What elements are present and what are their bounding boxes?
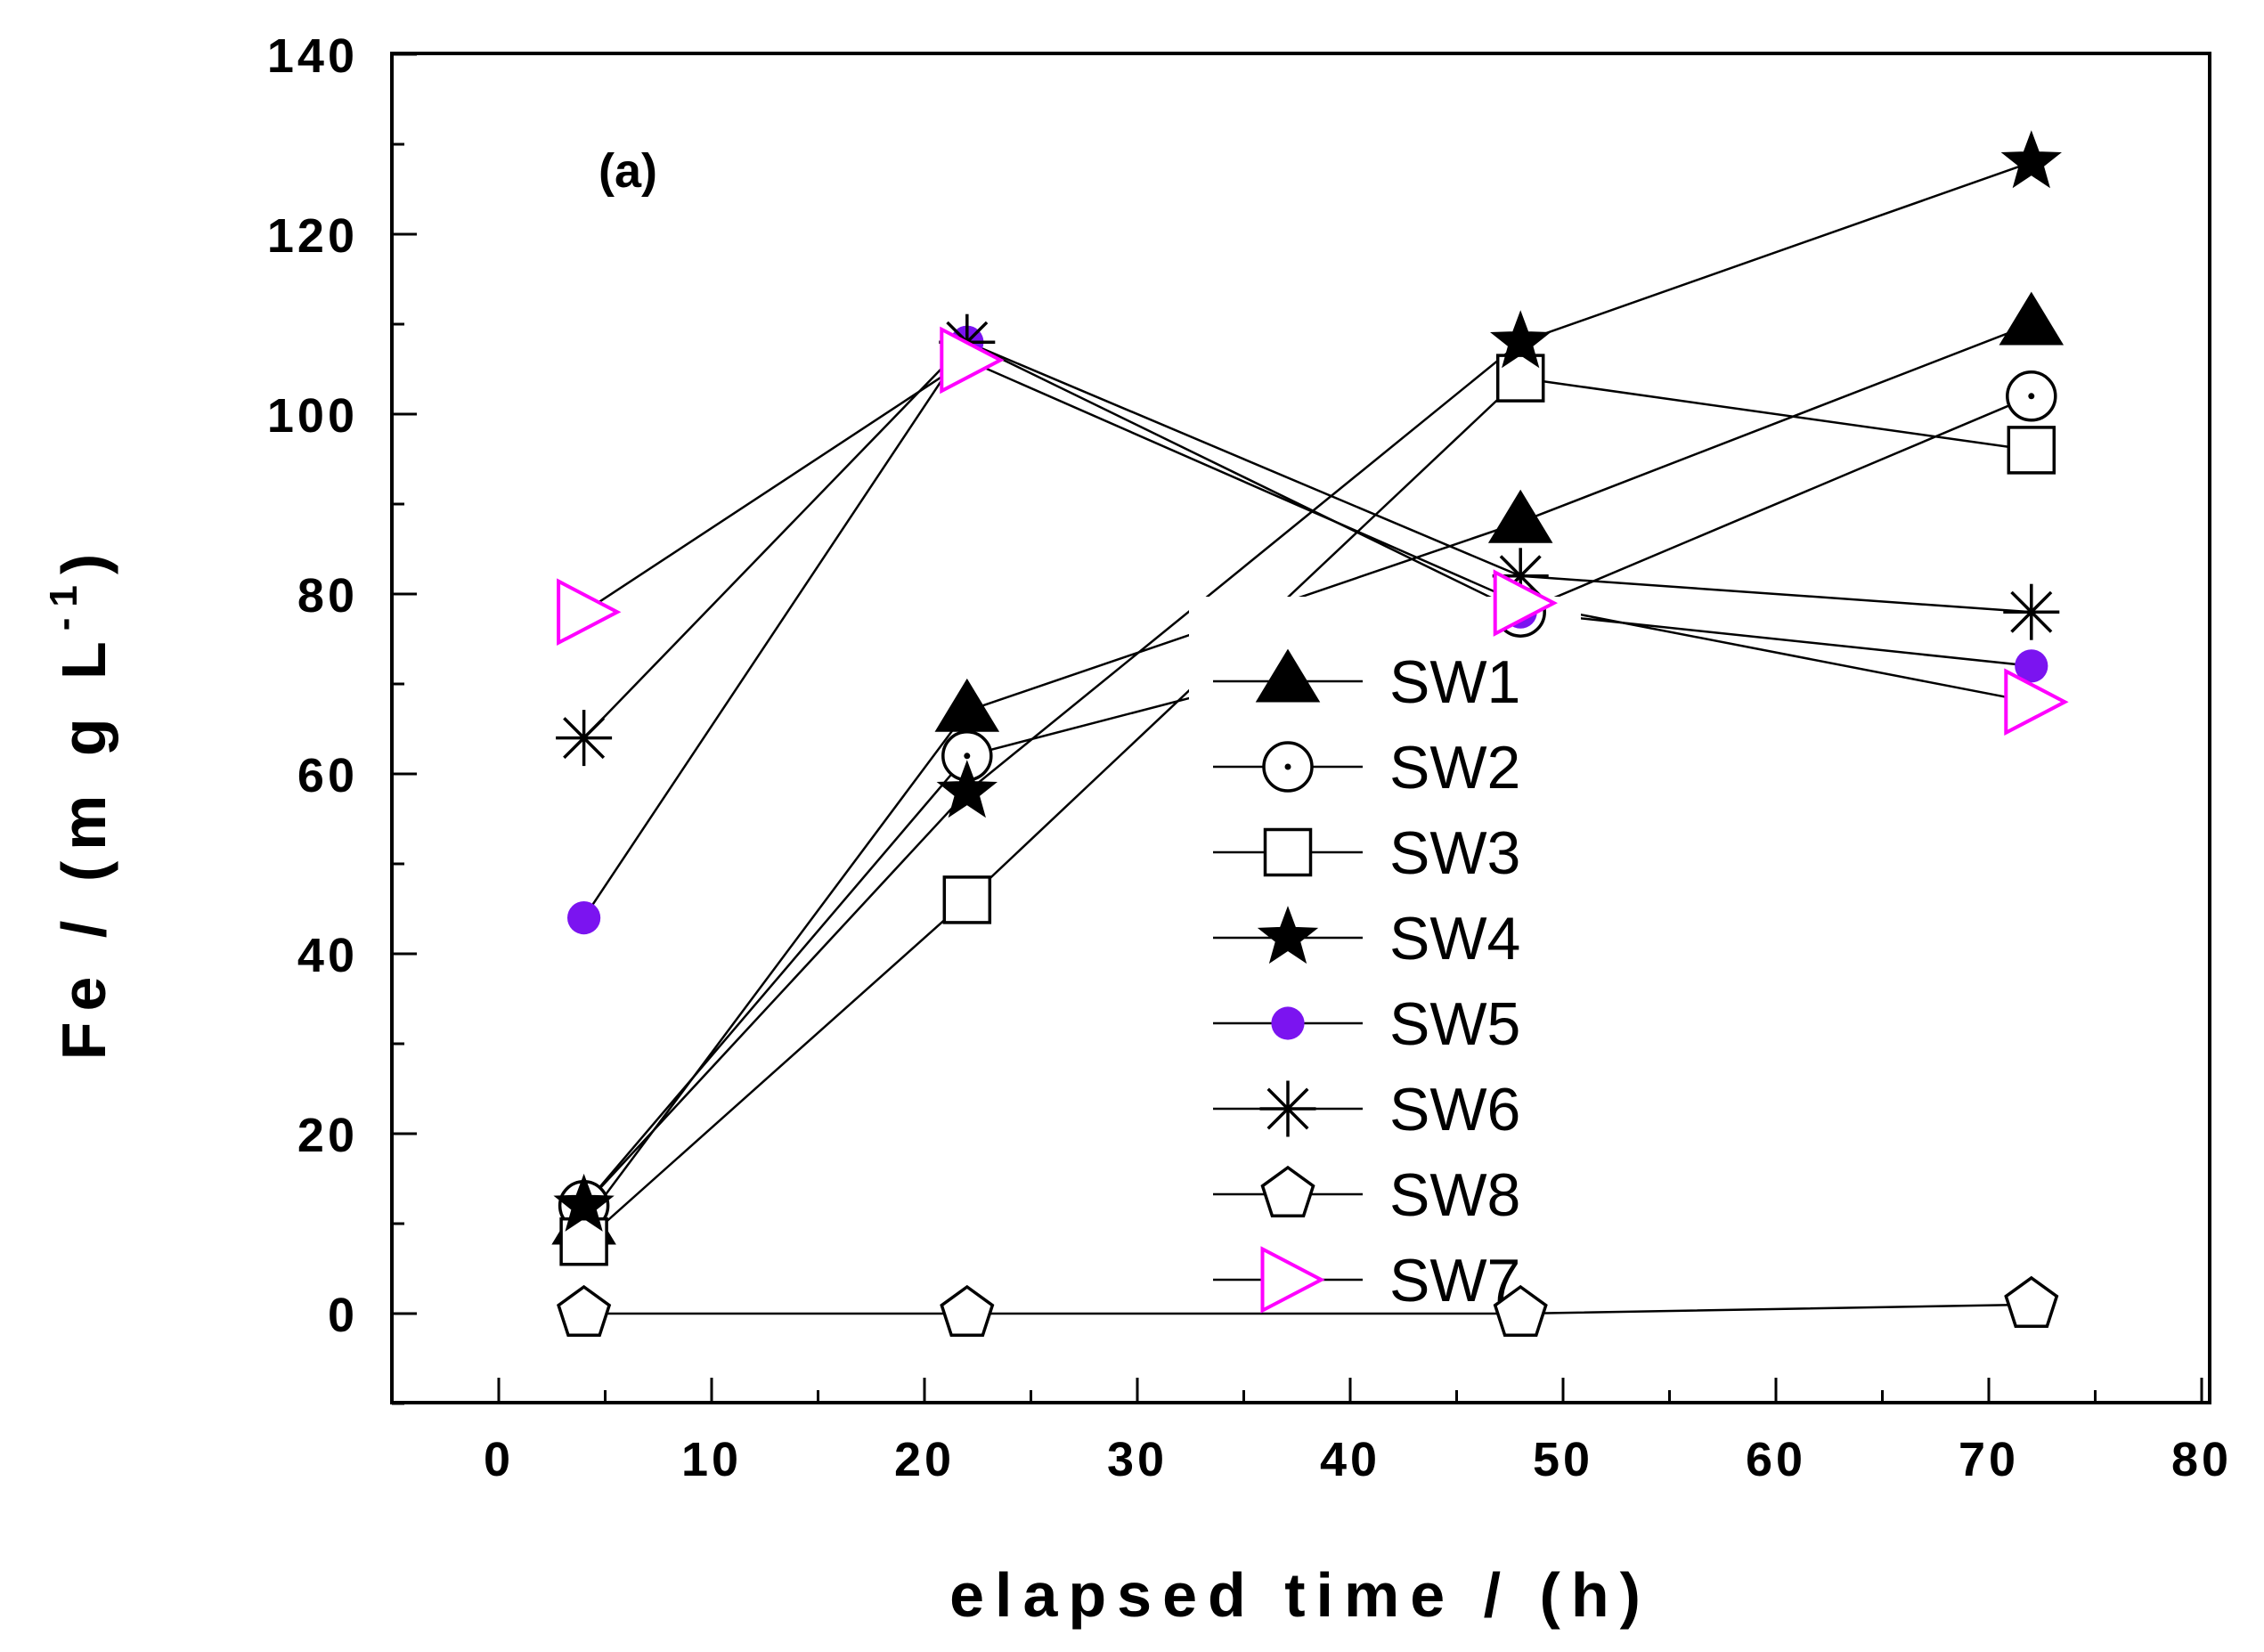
data-point-sw7 xyxy=(1493,569,1559,637)
legend-marker-sw8 xyxy=(1260,1165,1315,1218)
series-line-sw8 xyxy=(583,1303,2032,1315)
data-point-sw7 xyxy=(557,578,622,647)
x-tick-label: 20 xyxy=(894,1433,955,1486)
x-tick-label: 80 xyxy=(2171,1433,2232,1486)
data-point-sw1 xyxy=(1999,291,2064,346)
legend: SW1 SW2 SW3 SW4 SW5 SW6 SW8 SW7 xyxy=(1213,648,1520,1314)
y-axis-title-exponent: -1 xyxy=(42,574,86,631)
legend-label: SW6 xyxy=(1389,1076,1520,1143)
legend-label: SW8 xyxy=(1389,1161,1520,1229)
x-tick-label: 10 xyxy=(681,1433,742,1486)
data-point-sw2 xyxy=(2006,370,2057,422)
legend-item-sw4: SW4 xyxy=(1213,905,1520,972)
series-line-sw6 xyxy=(582,340,2032,739)
legend-marker-sw7 xyxy=(1260,1246,1325,1314)
data-point-sw6 xyxy=(556,710,613,767)
data-point-sw8 xyxy=(940,1284,995,1338)
legend-item-sw2: SW2 xyxy=(1213,734,1520,802)
y-tick-label: 0 xyxy=(328,1289,358,1342)
panel-label: (a) xyxy=(599,144,657,198)
legend-item-sw8: SW8 xyxy=(1213,1161,1520,1229)
data-point-sw8 xyxy=(557,1284,612,1338)
legend-marker-sw2 xyxy=(1262,741,1314,793)
legend-item-sw1: SW1 xyxy=(1213,648,1520,716)
data-point-sw4 xyxy=(1490,310,1551,369)
legend-item-sw3: SW3 xyxy=(1213,819,1520,887)
svg-text:Fe / (m g L-1): Fe / (m g L-1) xyxy=(42,543,118,1060)
data-point-sw8 xyxy=(1493,1284,1548,1338)
y-tick-label: 40 xyxy=(297,929,358,982)
y-axis-title-main: Fe / (m g L xyxy=(49,631,118,1060)
legend-label: SW4 xyxy=(1389,905,1520,972)
x-tick-label: 40 xyxy=(1320,1433,1380,1486)
y-tick-label: 60 xyxy=(297,749,358,802)
legend-label: SW7 xyxy=(1389,1247,1520,1314)
legend-marker-sw4 xyxy=(1257,906,1319,964)
y-axis-title: Fe / (m g L-1) xyxy=(42,543,118,1060)
data-point-sw3 xyxy=(942,875,992,924)
data-point-sw3 xyxy=(2007,426,2056,475)
y-tick-label: 100 xyxy=(267,389,358,443)
legend-label: SW5 xyxy=(1389,990,1520,1058)
data-point-sw1 xyxy=(1487,489,1553,543)
legend-marker-sw3 xyxy=(1263,827,1313,877)
data-point-sw6 xyxy=(2003,583,2060,640)
legend-marker-sw5 xyxy=(1271,1006,1305,1040)
series-markers xyxy=(551,130,2069,1338)
x-tick-label: 30 xyxy=(1107,1433,1168,1486)
x-axis: 0 10 20 30 40 50 60 70 80 xyxy=(484,1378,2232,1486)
legend-background xyxy=(1189,597,1581,1290)
legend-marker-sw6 xyxy=(1259,1080,1316,1137)
series-line-sw5 xyxy=(582,340,2032,919)
data-point-sw8 xyxy=(2004,1275,2059,1328)
legend-box xyxy=(1189,597,1581,1290)
data-point-sw7 xyxy=(940,326,1005,395)
plot-frame xyxy=(390,52,2211,1404)
y-axis: 0 20 40 60 80 100 120 140 xyxy=(267,29,417,1405)
legend-label: SW1 xyxy=(1389,648,1520,716)
data-point-sw5 xyxy=(2015,649,2048,683)
legend-label: SW2 xyxy=(1389,734,1520,802)
legend-item-sw6: SW6 xyxy=(1213,1076,1520,1143)
y-tick-label: 20 xyxy=(297,1109,358,1162)
y-tick-label: 120 xyxy=(267,209,358,263)
data-point-sw7 xyxy=(2004,668,2069,736)
series-line-sw4 xyxy=(582,161,2032,1207)
y-axis-title-close: ) xyxy=(49,543,118,574)
x-tick-label: 60 xyxy=(1746,1433,1806,1486)
data-point-sw5 xyxy=(567,901,601,935)
legend-marker-sw1 xyxy=(1255,648,1321,703)
x-tick-label: 70 xyxy=(1959,1433,2019,1486)
series-line-sw7 xyxy=(582,358,2032,704)
data-point-sw1 xyxy=(934,678,1000,732)
x-tick-label: 0 xyxy=(484,1433,514,1486)
y-tick-label: 140 xyxy=(267,29,358,83)
x-axis-title: elapsed time / (h) xyxy=(949,1560,1651,1630)
legend-item-sw5: SW5 xyxy=(1213,990,1520,1058)
x-tick-label: 50 xyxy=(1533,1433,1593,1486)
legend-label: SW3 xyxy=(1389,819,1520,887)
legend-item-sw7: SW7 xyxy=(1213,1246,1520,1314)
data-point-sw4 xyxy=(2000,130,2062,189)
y-tick-label: 80 xyxy=(297,569,358,623)
data-point-sw4 xyxy=(553,1173,615,1232)
data-point-sw4 xyxy=(936,760,998,818)
